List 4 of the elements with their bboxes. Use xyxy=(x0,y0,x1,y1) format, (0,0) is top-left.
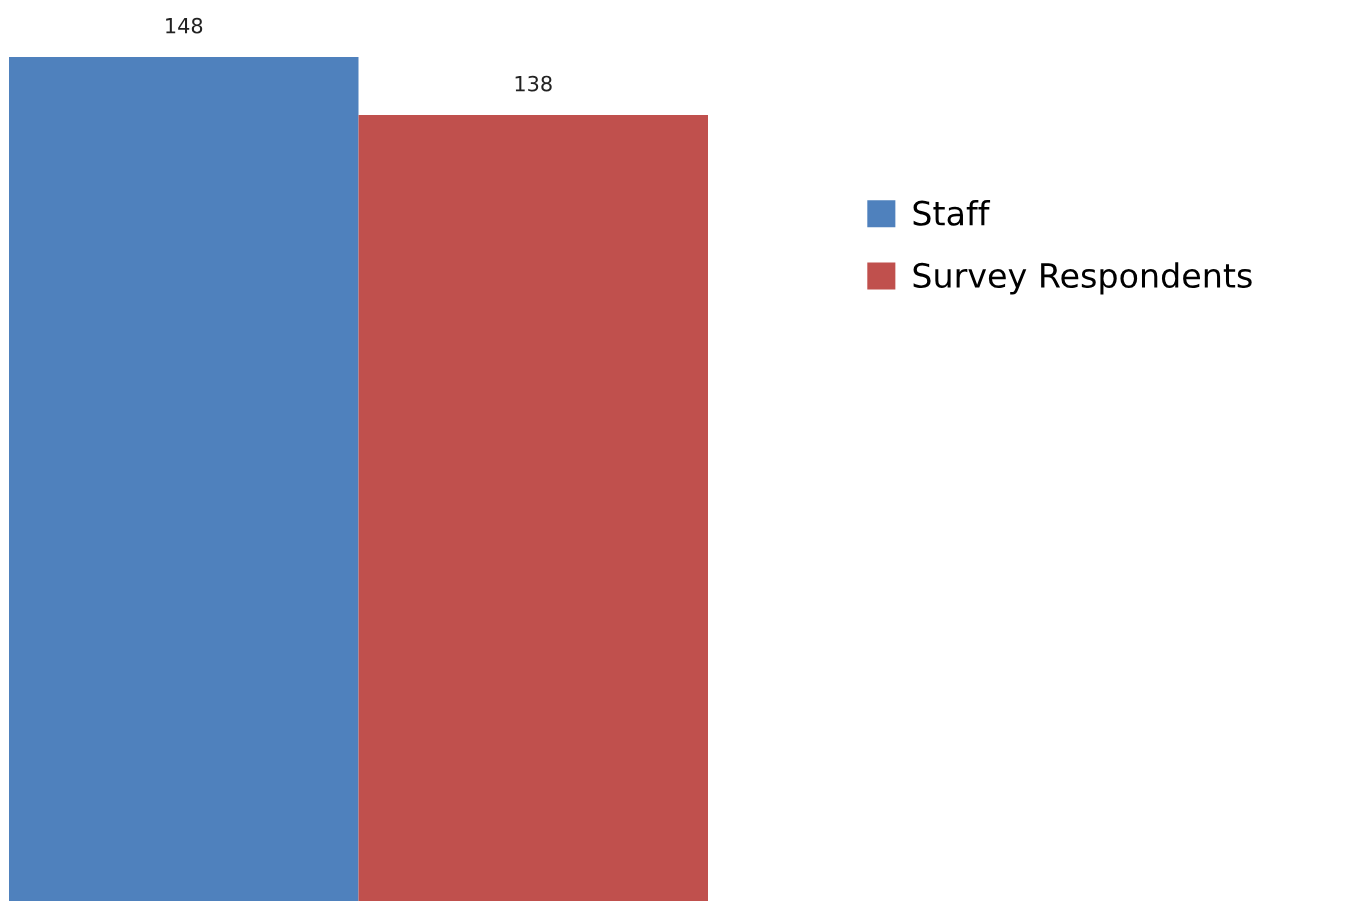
data-label: 138 xyxy=(515,75,552,92)
legend-label: Survey Respondents xyxy=(913,262,1252,295)
data-label: 148 xyxy=(166,17,203,34)
legend-label: Staff xyxy=(913,200,991,226)
